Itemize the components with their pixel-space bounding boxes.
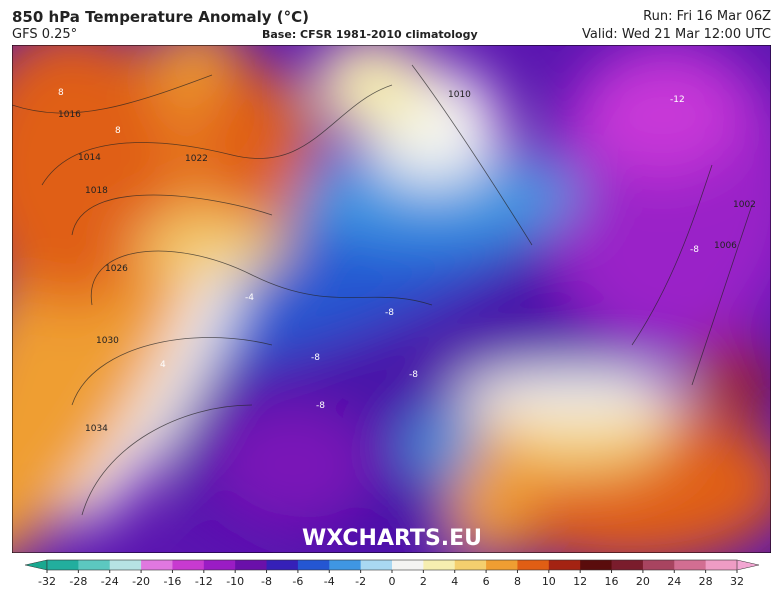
- colorbar-tick-label: -2: [355, 575, 366, 588]
- colorbar-tick-label: -20: [132, 575, 150, 588]
- map: WXCHARTS.EU 1016 1014 1022 1018 1026 1030 1034…: [12, 45, 771, 553]
- contour-label: 1016: [58, 110, 81, 120]
- colorbar-tick-label: -8: [261, 575, 272, 588]
- colorbar-segment: [423, 560, 456, 570]
- contour-label: -8: [316, 401, 325, 411]
- colorbar-segment: [109, 560, 142, 570]
- valid: Valid: Wed 21 Mar 12:00 UTC: [581, 27, 771, 42]
- contour-label: 1014: [78, 153, 101, 163]
- colorbar-segment: [141, 560, 173, 570]
- colorbar-segment: [486, 560, 518, 570]
- colorbar-tick-label: 0: [389, 575, 396, 588]
- contour-label: -8: [311, 353, 320, 363]
- colorbar-segment: [266, 560, 299, 570]
- colorbar-segment: [329, 560, 362, 570]
- contour-label: 8: [58, 88, 64, 98]
- colorbar-segment: [203, 560, 236, 570]
- contour-label: 1022: [185, 154, 208, 164]
- colorbar-segment: [78, 560, 111, 570]
- colorbar-tick-label: -24: [101, 575, 119, 588]
- colorbar-segment: [674, 560, 707, 570]
- colorbar-segment: [392, 560, 424, 570]
- colorbar-segment: [642, 560, 675, 570]
- title: 850 hPa Temperature Anomaly (°C): [12, 8, 309, 26]
- colorbar-tick-label: 8: [514, 575, 521, 588]
- colorbar-segment: [611, 560, 644, 570]
- contour-label: -12: [670, 95, 685, 105]
- colorbar-tick-label: 12: [573, 575, 587, 588]
- colorbar-segment: [517, 560, 550, 570]
- contour-label: -4: [245, 293, 254, 303]
- contour-label: -8: [385, 308, 394, 318]
- colorbar-tick-label: -10: [226, 575, 244, 588]
- contour-label: 1026: [105, 264, 128, 274]
- colorbar-tick-label: -12: [195, 575, 213, 588]
- colorbar-high-end: [736, 559, 760, 571]
- colorbar-segment: [580, 560, 613, 570]
- contour-label: 1010: [448, 90, 471, 100]
- watermark: WXCHARTS.EU: [302, 526, 482, 551]
- colorbar: -32 -28 -24 -20 -16 -12 -10 -8 -6 -4 -2 0 2 4 6 8 10 12 16…: [24, 559, 760, 588]
- colorbar-tick-label: -4: [324, 575, 335, 588]
- colorbar-tick-label: 10: [542, 575, 556, 588]
- colorbar-low-end: [24, 559, 48, 571]
- colorbar-tick-label: 4: [451, 575, 458, 588]
- contour-label: 1030: [96, 336, 119, 346]
- contour-label: 8: [115, 126, 121, 136]
- colorbar-segment: [47, 560, 79, 570]
- contour-label: 1006: [714, 241, 737, 251]
- colorbar-segment: [297, 560, 330, 570]
- colorbar-tick-label: -28: [69, 575, 87, 588]
- colorbar-tick-label: 6: [483, 575, 490, 588]
- colorbar-segment: [235, 560, 268, 570]
- colorbar-tick-label: 20: [636, 575, 650, 588]
- contour-label: 1034: [85, 424, 108, 434]
- colorbar-tick-label: 16: [605, 575, 619, 588]
- contour-label: 1002: [733, 200, 756, 210]
- colorbar-segment: [705, 560, 738, 570]
- colorbar-tick-label: -16: [163, 575, 181, 588]
- colorbar-segment: [172, 560, 205, 570]
- colorbar-segment: [454, 560, 487, 570]
- run: Run: Fri 16 Mar 06Z: [643, 9, 771, 24]
- contour-label: -8: [409, 370, 418, 380]
- colorbar-tick-label: -32: [38, 575, 56, 588]
- colorbar-tick-label: -6: [292, 575, 303, 588]
- colorbar-tick-label: 24: [667, 575, 681, 588]
- colorbar-tick-label: 28: [699, 575, 713, 588]
- model: GFS 0.25°: [12, 27, 78, 42]
- colorbar-segment: [360, 560, 393, 570]
- colorbar-tick-label: 32: [730, 575, 744, 588]
- contour-label: 1018: [85, 186, 108, 196]
- contour-label: 4: [160, 360, 166, 370]
- colorbar-tick-label: 2: [420, 575, 427, 588]
- contour-label: -8: [690, 245, 699, 255]
- colorbar-segment: [548, 560, 581, 570]
- base: Base: CFSR 1981-2010 climatology: [262, 28, 478, 41]
